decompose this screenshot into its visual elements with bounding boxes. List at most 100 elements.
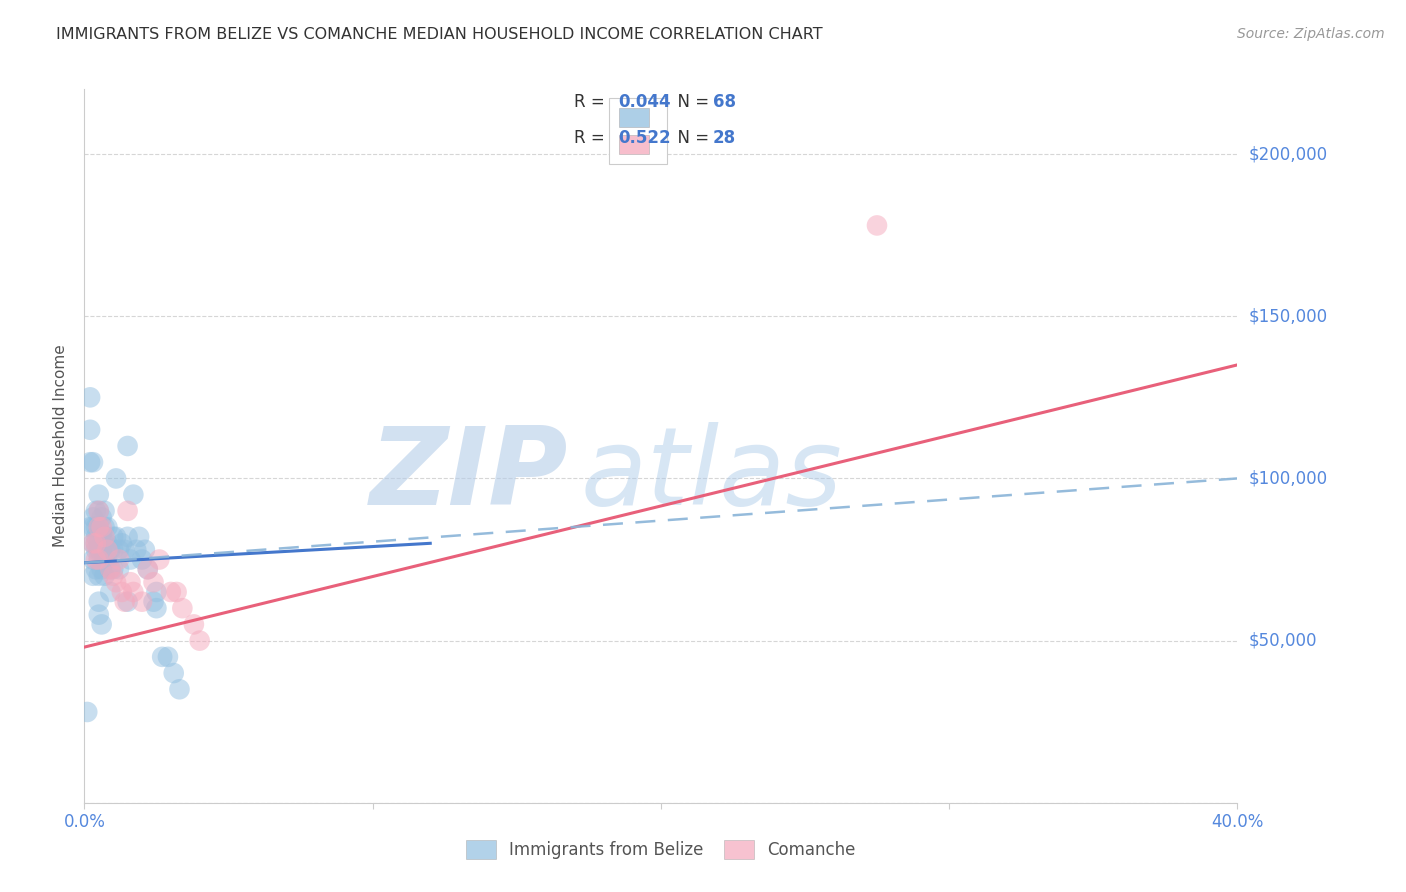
- Point: [82, 455, 104, 469]
- Point: [82, 536, 104, 550]
- Point: [122, 488, 145, 502]
- Text: $100,000: $100,000: [1249, 469, 1327, 487]
- Text: $200,000: $200,000: [1249, 145, 1327, 163]
- Y-axis label: Median Household Income: Median Household Income: [53, 344, 69, 548]
- Point: [98, 542, 121, 557]
- Point: [90, 526, 112, 541]
- Point: [103, 568, 124, 582]
- Point: [105, 471, 128, 485]
- Point: [98, 562, 121, 576]
- Point: [87, 488, 110, 502]
- Point: [117, 439, 139, 453]
- Text: R =: R =: [575, 93, 610, 111]
- Point: [96, 552, 118, 566]
- Text: 0.044: 0.044: [619, 93, 671, 111]
- Point: [84, 562, 107, 576]
- Point: [166, 585, 188, 599]
- Point: [96, 536, 118, 550]
- Point: [79, 390, 101, 404]
- Point: [82, 568, 104, 582]
- Point: [84, 504, 107, 518]
- Text: $50,000: $50,000: [1249, 632, 1317, 649]
- Point: [134, 542, 156, 557]
- Point: [84, 542, 107, 557]
- Point: [145, 585, 167, 599]
- Point: [84, 530, 107, 544]
- Point: [156, 649, 179, 664]
- Point: [172, 601, 194, 615]
- Text: N =: N =: [666, 93, 714, 111]
- Point: [79, 455, 101, 469]
- Point: [105, 575, 128, 590]
- Point: [87, 504, 110, 518]
- Text: $150,000: $150,000: [1249, 307, 1327, 326]
- Point: [90, 520, 112, 534]
- Point: [103, 530, 124, 544]
- Point: [188, 633, 211, 648]
- Point: [87, 552, 110, 566]
- Point: [96, 520, 118, 534]
- Point: [131, 552, 153, 566]
- Point: [160, 585, 183, 599]
- Point: [87, 536, 110, 550]
- Point: [105, 530, 128, 544]
- Point: [82, 510, 104, 524]
- Point: [87, 568, 110, 582]
- Point: [145, 601, 167, 615]
- Text: atlas: atlas: [581, 422, 842, 527]
- Point: [79, 423, 101, 437]
- Point: [90, 542, 112, 557]
- Point: [122, 585, 145, 599]
- Point: [142, 575, 165, 590]
- Point: [87, 504, 110, 518]
- Point: [120, 552, 142, 566]
- Text: Source: ZipAtlas.com: Source: ZipAtlas.com: [1237, 27, 1385, 41]
- Point: [866, 219, 889, 233]
- Point: [120, 575, 142, 590]
- Point: [148, 552, 170, 566]
- Text: N =: N =: [666, 128, 714, 146]
- Point: [82, 536, 104, 550]
- Point: [114, 595, 136, 609]
- Point: [87, 542, 110, 557]
- Text: R =: R =: [575, 128, 610, 146]
- Point: [163, 666, 186, 681]
- Point: [125, 542, 148, 557]
- Point: [108, 542, 131, 557]
- Point: [87, 595, 110, 609]
- Point: [114, 542, 136, 557]
- Point: [93, 536, 115, 550]
- Point: [93, 504, 115, 518]
- Point: [98, 585, 121, 599]
- Point: [84, 520, 107, 534]
- Point: [93, 552, 115, 566]
- Point: [136, 562, 159, 576]
- Point: [82, 552, 104, 566]
- Point: [84, 536, 107, 550]
- Point: [87, 520, 110, 534]
- Point: [79, 520, 101, 534]
- Point: [90, 510, 112, 524]
- Point: [150, 649, 173, 664]
- Point: [90, 562, 112, 576]
- Point: [93, 568, 115, 582]
- Legend: Immigrants from Belize, Comanche: Immigrants from Belize, Comanche: [460, 834, 862, 866]
- Point: [169, 682, 191, 697]
- Point: [82, 520, 104, 534]
- Point: [96, 542, 118, 557]
- Text: ZIP: ZIP: [370, 422, 568, 527]
- Point: [93, 520, 115, 534]
- Point: [111, 536, 134, 550]
- Point: [87, 607, 110, 622]
- Text: 28: 28: [713, 128, 735, 146]
- Point: [103, 542, 124, 557]
- Point: [183, 617, 205, 632]
- Point: [93, 530, 115, 544]
- Point: [117, 530, 139, 544]
- Point: [117, 504, 139, 518]
- Point: [103, 562, 124, 576]
- Text: IMMIGRANTS FROM BELIZE VS COMANCHE MEDIAN HOUSEHOLD INCOME CORRELATION CHART: IMMIGRANTS FROM BELIZE VS COMANCHE MEDIA…: [56, 27, 823, 42]
- Point: [87, 520, 110, 534]
- Point: [84, 536, 107, 550]
- Text: 0.522: 0.522: [619, 128, 671, 146]
